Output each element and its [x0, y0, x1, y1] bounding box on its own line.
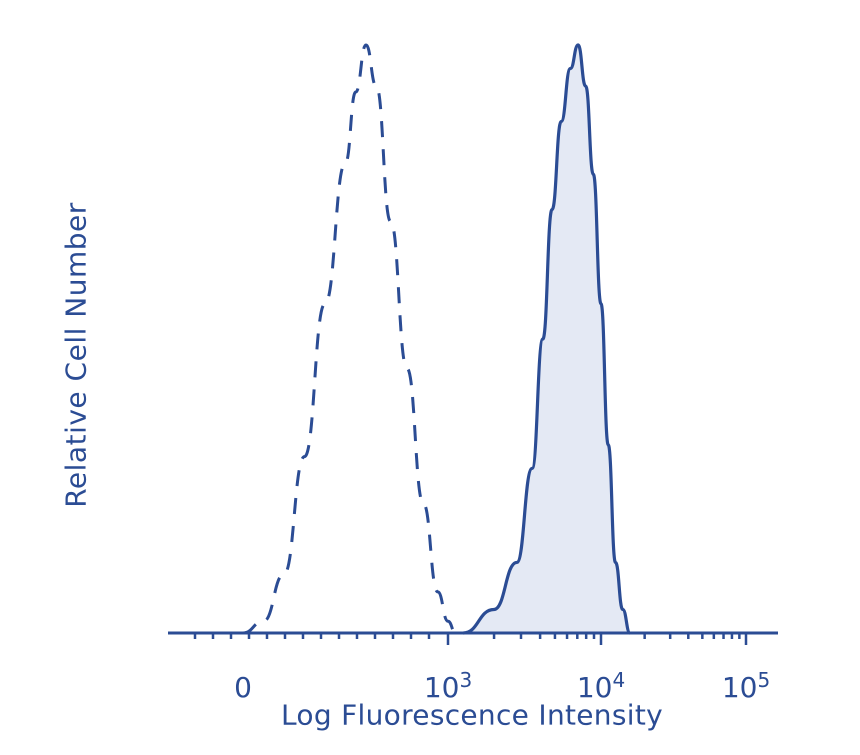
y-axis-label: Relative Cell Number: [59, 202, 93, 508]
series-layer: [242, 43, 632, 635]
tick-layer: [193, 633, 748, 645]
series-1-line: [463, 43, 632, 635]
x-axis-label: Log Fluorescence Intensity: [281, 698, 663, 732]
x-tick-label-1: 103: [423, 668, 473, 704]
x-tick-label-3: 105: [721, 668, 771, 704]
series-1-fill: [463, 45, 630, 633]
x-tick-label-0: 0: [234, 671, 252, 704]
x-tick-label-2: 104: [576, 668, 626, 704]
series-0-line: [242, 43, 457, 635]
